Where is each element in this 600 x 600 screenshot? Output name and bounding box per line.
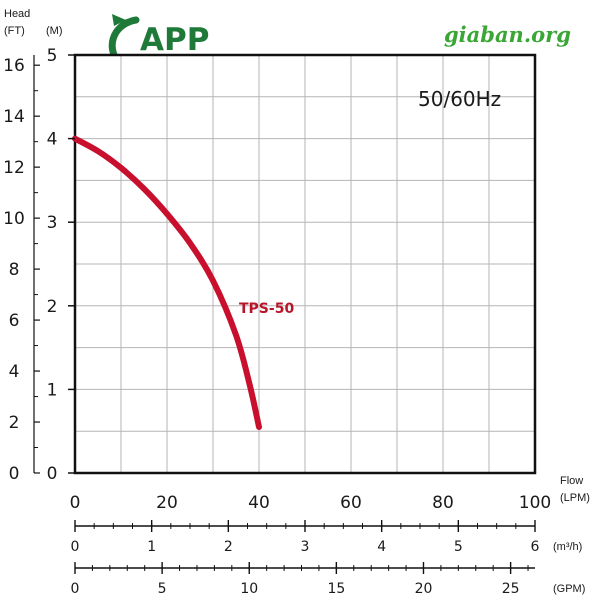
y-tick-label-ft: 4	[9, 362, 20, 382]
y-tick-label-m: 1	[47, 380, 58, 400]
x-axis-lpm: 0 20 40 60 80 100	[70, 493, 552, 513]
x-tick-label-m3h: 4	[377, 539, 386, 555]
x-tick-label-m3h: 6	[531, 539, 540, 555]
logo-arrow-icon	[112, 14, 126, 26]
x-tick-label-gpm: 0	[71, 581, 80, 597]
y-tick-label-ft: 10	[3, 209, 25, 229]
grid-lines	[75, 55, 535, 473]
x-axis-unit-lpm: (LPM)	[560, 492, 590, 504]
y-tick-label-m: 0	[47, 464, 58, 484]
y-tick-label-ft: 16	[3, 56, 25, 76]
head-label: Head	[4, 8, 30, 20]
x-tick-label-m3h: 0	[71, 539, 80, 555]
x-tick-label-gpm: 20	[415, 581, 433, 597]
y-tick-label-ft: 6	[9, 311, 20, 331]
y-tick-label-ft: 8	[9, 260, 20, 280]
logo-text: APP	[140, 22, 209, 58]
x-tick-label-lpm: 60	[340, 493, 362, 513]
m-unit-label: (M)	[46, 25, 63, 37]
x-tick-label-m3h: 5	[454, 539, 463, 555]
y-axis-meters: 0 1 2 3 4 5	[47, 46, 75, 484]
x-axis-unit-m3h: (m³/h)	[553, 541, 582, 553]
x-tick-label-lpm: 20	[156, 493, 178, 513]
site-watermark: giaban.org	[444, 22, 571, 47]
ft-unit-label: (FT)	[4, 25, 25, 37]
series-line-tps-50	[72, 135, 262, 431]
y-tick-label-m: 3	[47, 213, 58, 233]
y-tick-label-ft: 0	[9, 464, 20, 484]
y-tick-label-m: 4	[47, 130, 58, 150]
x-axis-m3h: 0 1 2 3 4 5 6	[71, 520, 540, 555]
x-tick-label-m3h: 2	[224, 539, 233, 555]
x-tick-label-lpm: 100	[519, 493, 551, 513]
plot-area: 50/60Hz TPS-50	[72, 53, 537, 475]
x-tick-label-gpm: 25	[502, 581, 520, 597]
x-tick-label-gpm: 15	[327, 581, 345, 597]
series-label-tps-50: TPS-50	[239, 301, 294, 317]
x-tick-label-lpm: 80	[432, 493, 454, 513]
x-axis-unit-gpm: (GPM)	[553, 583, 585, 595]
y-tick-label-ft: 14	[3, 107, 25, 127]
x-tick-label-gpm: 10	[240, 581, 258, 597]
y-tick-label-ft: 12	[3, 158, 25, 178]
x-tick-label-gpm: 5	[158, 581, 167, 597]
y-tick-label-ft: 2	[9, 413, 20, 433]
x-tick-label-lpm: 0	[70, 493, 81, 513]
y-axis-feet: 0 2 4 6 8 10 12 14 16	[3, 55, 40, 484]
x-axis-gpm: 0 5 10 15 20 25	[71, 562, 535, 597]
y-tick-label-m: 2	[47, 297, 58, 317]
x-tick-label-lpm: 40	[248, 493, 270, 513]
x-axis-label-flow: Flow	[560, 475, 583, 487]
frequency-annotation: 50/60Hz	[418, 87, 501, 111]
y-tick-label-m: 5	[47, 46, 58, 66]
site-text: giaban.org	[444, 22, 571, 47]
plot-frame	[73, 53, 537, 475]
x-tick-label-m3h: 1	[147, 539, 156, 555]
x-tick-label-m3h: 3	[301, 539, 310, 555]
